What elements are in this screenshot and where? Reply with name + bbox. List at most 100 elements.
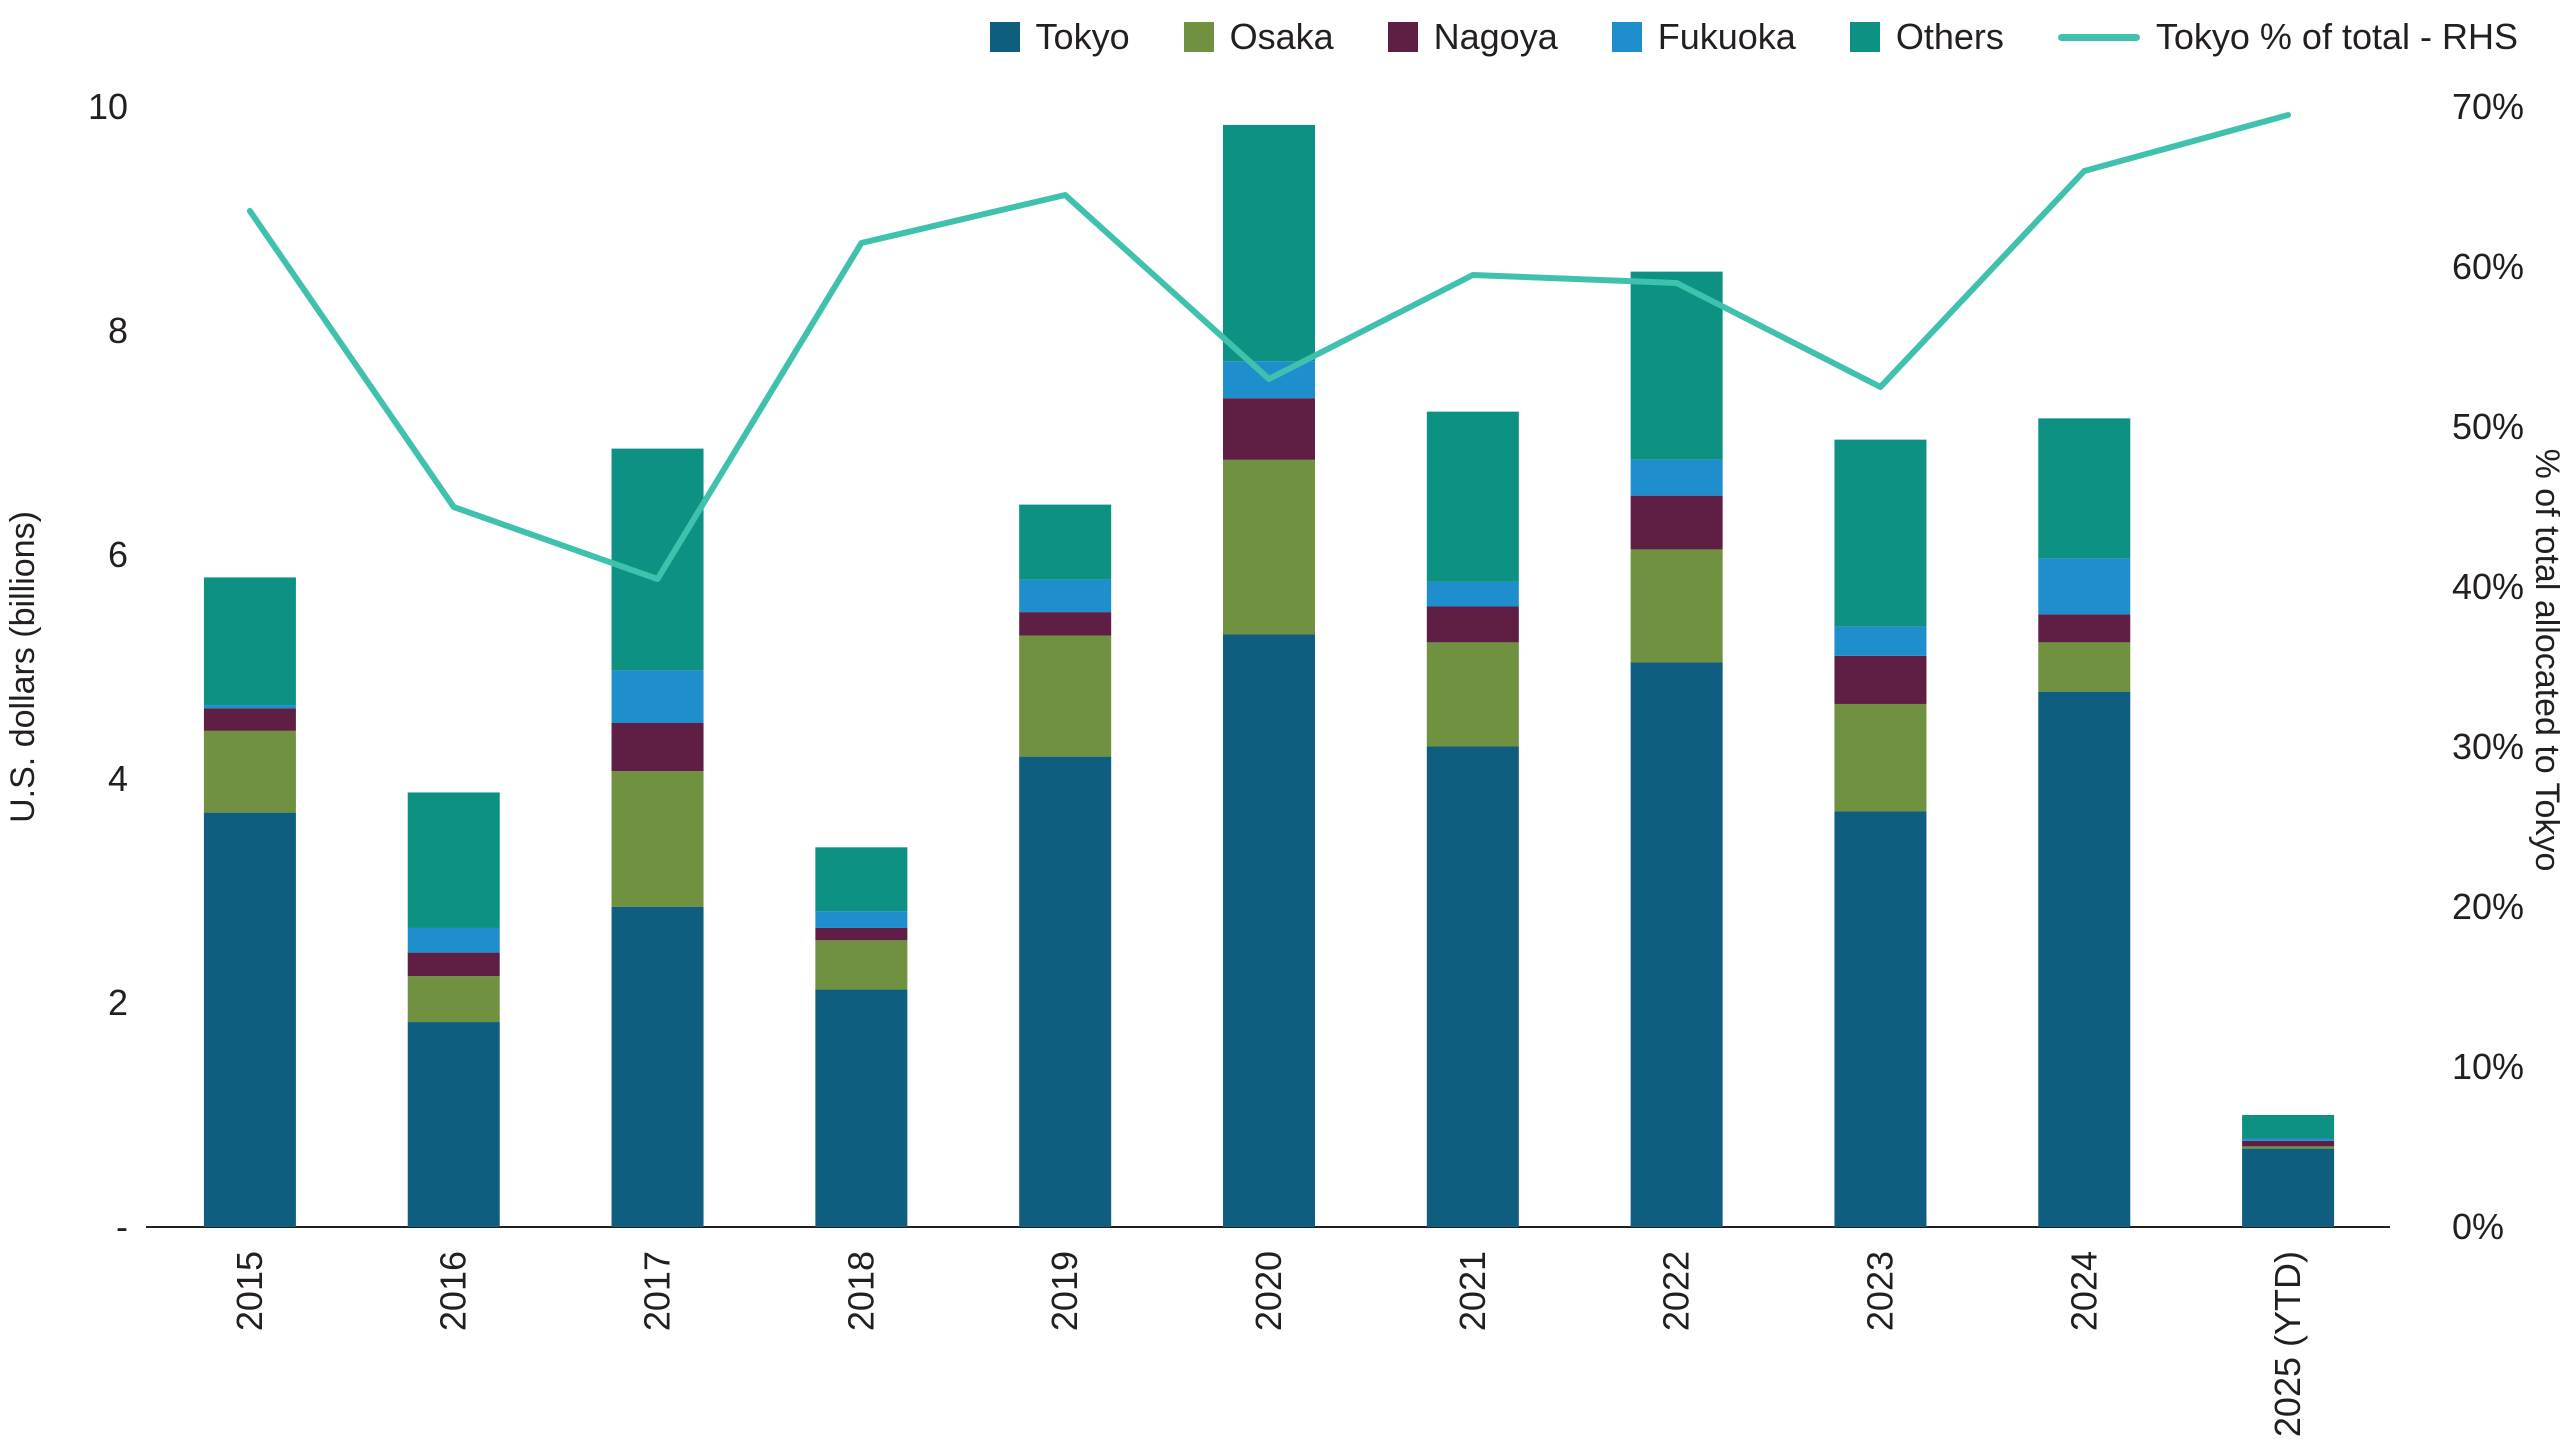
legend-item-others: Others xyxy=(1849,16,2004,58)
right-axis-tick-label: 10% xyxy=(2452,1046,2524,1087)
bar-segment-osaka xyxy=(2242,1146,2335,1149)
bar-segment-osaka xyxy=(1630,549,1723,663)
bar-segment-tokyo xyxy=(407,1022,500,1227)
bar-segment-tokyo xyxy=(1426,746,1519,1227)
bar-segment-others xyxy=(1630,271,1723,460)
x-axis-label: 2023 xyxy=(1859,1251,1900,1331)
legend-item-fukuoka: Fukuoka xyxy=(1611,16,1796,58)
left-axis-tick-label: 6 xyxy=(108,534,128,575)
legend-swatch-fukuoka xyxy=(1611,22,1642,52)
bar-segment-tokyo xyxy=(1223,634,1315,1227)
bar-segment-fukuoka xyxy=(203,705,296,709)
bar-segment-nagoya xyxy=(1426,606,1519,643)
bar-segment-tokyo xyxy=(2038,691,2131,1227)
x-axis-label: 2016 xyxy=(433,1251,474,1331)
left-axis-tick-label: 10 xyxy=(88,86,128,127)
bar-segment-nagoya xyxy=(1834,655,1927,704)
bar-segment-osaka xyxy=(1019,635,1112,757)
right-axis-tick-label: 40% xyxy=(2452,566,2524,607)
right-axis-tick-label: 30% xyxy=(2452,726,2524,767)
bar-segment-others xyxy=(611,448,704,671)
right-axis-tick-label: 20% xyxy=(2452,886,2524,927)
bar-segment-nagoya xyxy=(1019,612,1112,636)
x-axis-label: 2025 (YTD) xyxy=(2267,1251,2308,1437)
legend-label: Fukuoka xyxy=(1657,16,1796,57)
bar-segment-nagoya xyxy=(2038,614,2131,643)
bar-segment-osaka xyxy=(203,730,296,813)
legend-line-swatch xyxy=(2057,33,2140,41)
bar-segment-tokyo xyxy=(1834,811,1927,1227)
bar-segment-nagoya xyxy=(203,708,296,731)
legend-swatch-osaka xyxy=(1183,22,1214,52)
bar-segment-osaka xyxy=(815,940,908,990)
legend-item-tokyo-percent-line: Tokyo % of total - RHS xyxy=(2057,16,2518,58)
legend-item-osaka: Osaka xyxy=(1183,16,1334,58)
bar-segment-others xyxy=(1834,439,1927,627)
right-axis-title: % of total allocated to Tokyo xyxy=(2528,449,2560,872)
x-axis-label: 2021 xyxy=(1452,1251,1493,1331)
legend-label: Others xyxy=(1895,16,2004,57)
bar-segment-osaka xyxy=(407,976,500,1023)
bar-segment-tokyo xyxy=(1630,662,1723,1227)
plot-area: 10 8 6 4 2 - 70% 60% 50% 40% 30% 20% 10% 0% 2015 2016 20… xyxy=(88,86,2524,1437)
legend-item-nagoya: Nagoya xyxy=(1387,16,1558,58)
bar-segment-osaka xyxy=(1223,459,1315,635)
right-axis-tick-label: 60% xyxy=(2452,246,2524,287)
bar-segment-fukuoka xyxy=(1019,579,1112,613)
bar-segment-tokyo xyxy=(815,989,908,1227)
bar-segment-tokyo xyxy=(611,906,704,1227)
x-axis-label: 2017 xyxy=(637,1251,678,1331)
bar-segment-osaka xyxy=(1426,642,1519,747)
bar-segment-fukuoka xyxy=(1426,581,1519,607)
legend-label: Tokyo % of total - RHS xyxy=(2155,16,2518,57)
bar-segment-others xyxy=(2242,1115,2335,1139)
bar-segment-nagoya xyxy=(2242,1140,2335,1147)
legend-swatch-others xyxy=(1849,22,1880,52)
legend-item-tokyo: Tokyo xyxy=(989,16,1130,58)
x-axis-label: 2020 xyxy=(1248,1251,1289,1331)
bar-segment-others xyxy=(815,847,908,912)
x-axis-label: 2018 xyxy=(840,1251,881,1331)
legend-swatch-tokyo xyxy=(989,22,1020,52)
bar-segment-nagoya xyxy=(815,927,908,941)
bar-segment-fukuoka xyxy=(611,670,704,723)
bar-segment-osaka xyxy=(1834,703,1927,812)
left-axis-title: U.S. dollars (billions) xyxy=(4,511,42,823)
bar-segment-others xyxy=(407,792,500,928)
bar-segment-tokyo xyxy=(1019,756,1112,1227)
bar-segment-fukuoka xyxy=(407,927,500,953)
legend-label: Osaka xyxy=(1229,16,1334,57)
x-axis-label: 2015 xyxy=(229,1251,270,1331)
bar-segment-fukuoka xyxy=(815,911,908,928)
bar-segment-tokyo xyxy=(2242,1148,2335,1227)
right-axis-tick-label: 70% xyxy=(2452,86,2524,127)
bar-segment-nagoya xyxy=(611,723,704,772)
bar-segment-fukuoka xyxy=(1630,459,1723,496)
right-axis-tick-label: 50% xyxy=(2452,406,2524,447)
bar-segment-tokyo xyxy=(203,812,296,1227)
bar-segment-others xyxy=(1019,504,1112,580)
bar-segment-osaka xyxy=(2038,642,2131,692)
bar-segment-nagoya xyxy=(1630,495,1723,550)
bar-segment-others xyxy=(2038,418,2131,559)
bar-segment-osaka xyxy=(611,771,704,907)
bar-segment-fukuoka xyxy=(1834,626,1927,656)
bar-segment-others xyxy=(203,577,296,706)
legend-label: Tokyo xyxy=(1035,16,1130,57)
bar-segment-fukuoka xyxy=(2038,558,2131,615)
bar-segment-others xyxy=(1426,411,1519,582)
left-axis-tick-label: 8 xyxy=(108,310,128,351)
left-axis-tick-label: 4 xyxy=(108,758,128,799)
bar-segment-fukuoka xyxy=(2242,1138,2335,1141)
left-axis-tick-label: 2 xyxy=(108,982,128,1023)
legend-label: Nagoya xyxy=(1433,16,1558,57)
legend-swatch-nagoya xyxy=(1387,22,1418,52)
tokyo-percent-line xyxy=(246,112,2292,582)
bar-segment-nagoya xyxy=(1223,398,1315,460)
right-axis-tick-label: 0% xyxy=(2452,1206,2504,1247)
x-axis-label: 2024 xyxy=(2063,1251,2104,1331)
left-axis-tick-label: - xyxy=(116,1206,128,1247)
x-axis-label: 2019 xyxy=(1044,1251,1085,1331)
